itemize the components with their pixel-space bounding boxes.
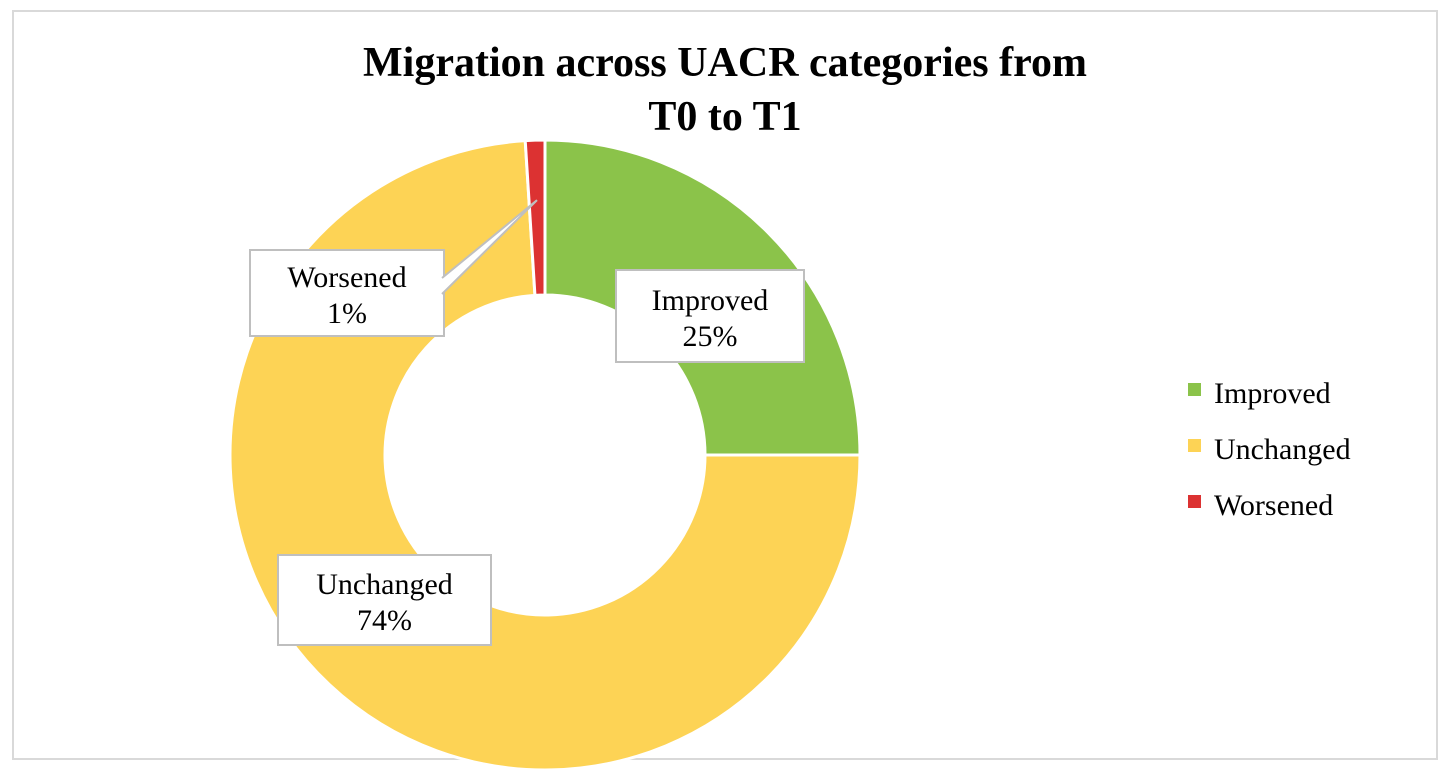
legend-label: Improved — [1214, 377, 1331, 410]
data-label-name: Unchanged — [316, 568, 453, 601]
legend-label: Unchanged — [1214, 433, 1351, 466]
data-label-name: Improved — [652, 284, 769, 317]
leader-line — [441, 199, 538, 295]
legend-item-improved: Improved — [1188, 377, 1331, 410]
legend-swatch — [1188, 383, 1201, 396]
slice-worsened — [523, 138, 547, 297]
legend-item-worsened: Worsened — [1188, 489, 1333, 522]
data-label-value: 25% — [683, 320, 738, 353]
legend-label: Worsened — [1214, 489, 1333, 522]
legend-swatch — [1188, 495, 1201, 508]
legend-item-unchanged: Unchanged — [1188, 433, 1351, 466]
data-label-value: 74% — [357, 604, 412, 637]
chart-title: Migration across UACR categories from T0… — [363, 40, 1087, 140]
data-label-name: Worsened — [287, 261, 406, 294]
legend-swatch — [1188, 439, 1201, 452]
data-label-value: 1% — [327, 297, 367, 330]
